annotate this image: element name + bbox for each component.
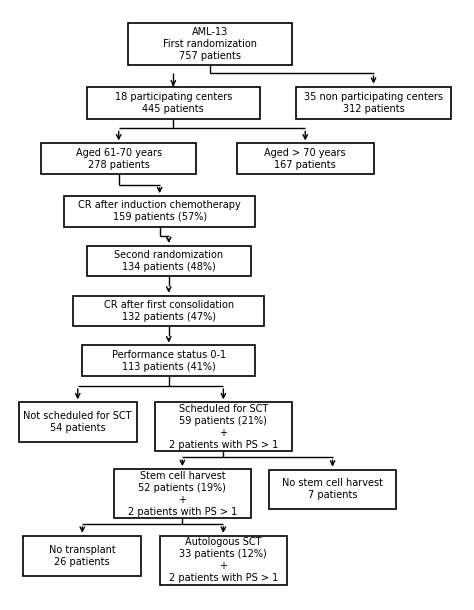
FancyBboxPatch shape	[73, 296, 264, 326]
Text: Scheduled for SCT
59 patients (21%)
+
2 patients with PS > 1: Scheduled for SCT 59 patients (21%) + 2 …	[169, 404, 278, 450]
FancyBboxPatch shape	[18, 402, 137, 442]
FancyBboxPatch shape	[237, 143, 374, 174]
FancyBboxPatch shape	[128, 23, 292, 65]
Text: No stem cell harvest
7 patients: No stem cell harvest 7 patients	[282, 478, 383, 500]
Text: 35 non participating centers
312 patients: 35 non participating centers 312 patient…	[304, 92, 443, 114]
FancyBboxPatch shape	[87, 87, 260, 120]
FancyBboxPatch shape	[160, 536, 287, 585]
FancyBboxPatch shape	[269, 470, 396, 509]
Text: Performance status 0-1
113 patients (41%): Performance status 0-1 113 patients (41%…	[112, 350, 226, 371]
Text: No transplant
26 patients: No transplant 26 patients	[49, 545, 116, 567]
Text: Aged > 70 years
167 patients: Aged > 70 years 167 patients	[264, 148, 346, 170]
Text: Aged 61-70 years
278 patients: Aged 61-70 years 278 patients	[76, 148, 162, 170]
FancyBboxPatch shape	[114, 469, 251, 518]
FancyBboxPatch shape	[87, 246, 251, 276]
Text: 18 participating centers
445 patients: 18 participating centers 445 patients	[115, 92, 232, 114]
Text: CR after first consolidation
132 patients (47%): CR after first consolidation 132 patient…	[104, 300, 234, 322]
Text: Not scheduled for SCT
54 patients: Not scheduled for SCT 54 patients	[24, 411, 132, 433]
Text: Second randomization
134 patients (48%): Second randomization 134 patients (48%)	[114, 250, 223, 272]
FancyBboxPatch shape	[23, 536, 141, 576]
Text: Stem cell harvest
52 patients (19%)
+
2 patients with PS > 1: Stem cell harvest 52 patients (19%) + 2 …	[128, 470, 237, 517]
FancyBboxPatch shape	[155, 402, 292, 451]
Text: Autologous SCT
33 patients (12%)
+
2 patients with PS > 1: Autologous SCT 33 patients (12%) + 2 pat…	[169, 537, 278, 583]
FancyBboxPatch shape	[296, 87, 451, 120]
Text: CR after induction chemotherapy
159 patients (57%): CR after induction chemotherapy 159 pati…	[78, 200, 241, 222]
Text: AML-13
First randomization
757 patients: AML-13 First randomization 757 patients	[163, 27, 257, 62]
FancyBboxPatch shape	[64, 196, 255, 226]
FancyBboxPatch shape	[82, 345, 255, 376]
FancyBboxPatch shape	[41, 143, 196, 174]
